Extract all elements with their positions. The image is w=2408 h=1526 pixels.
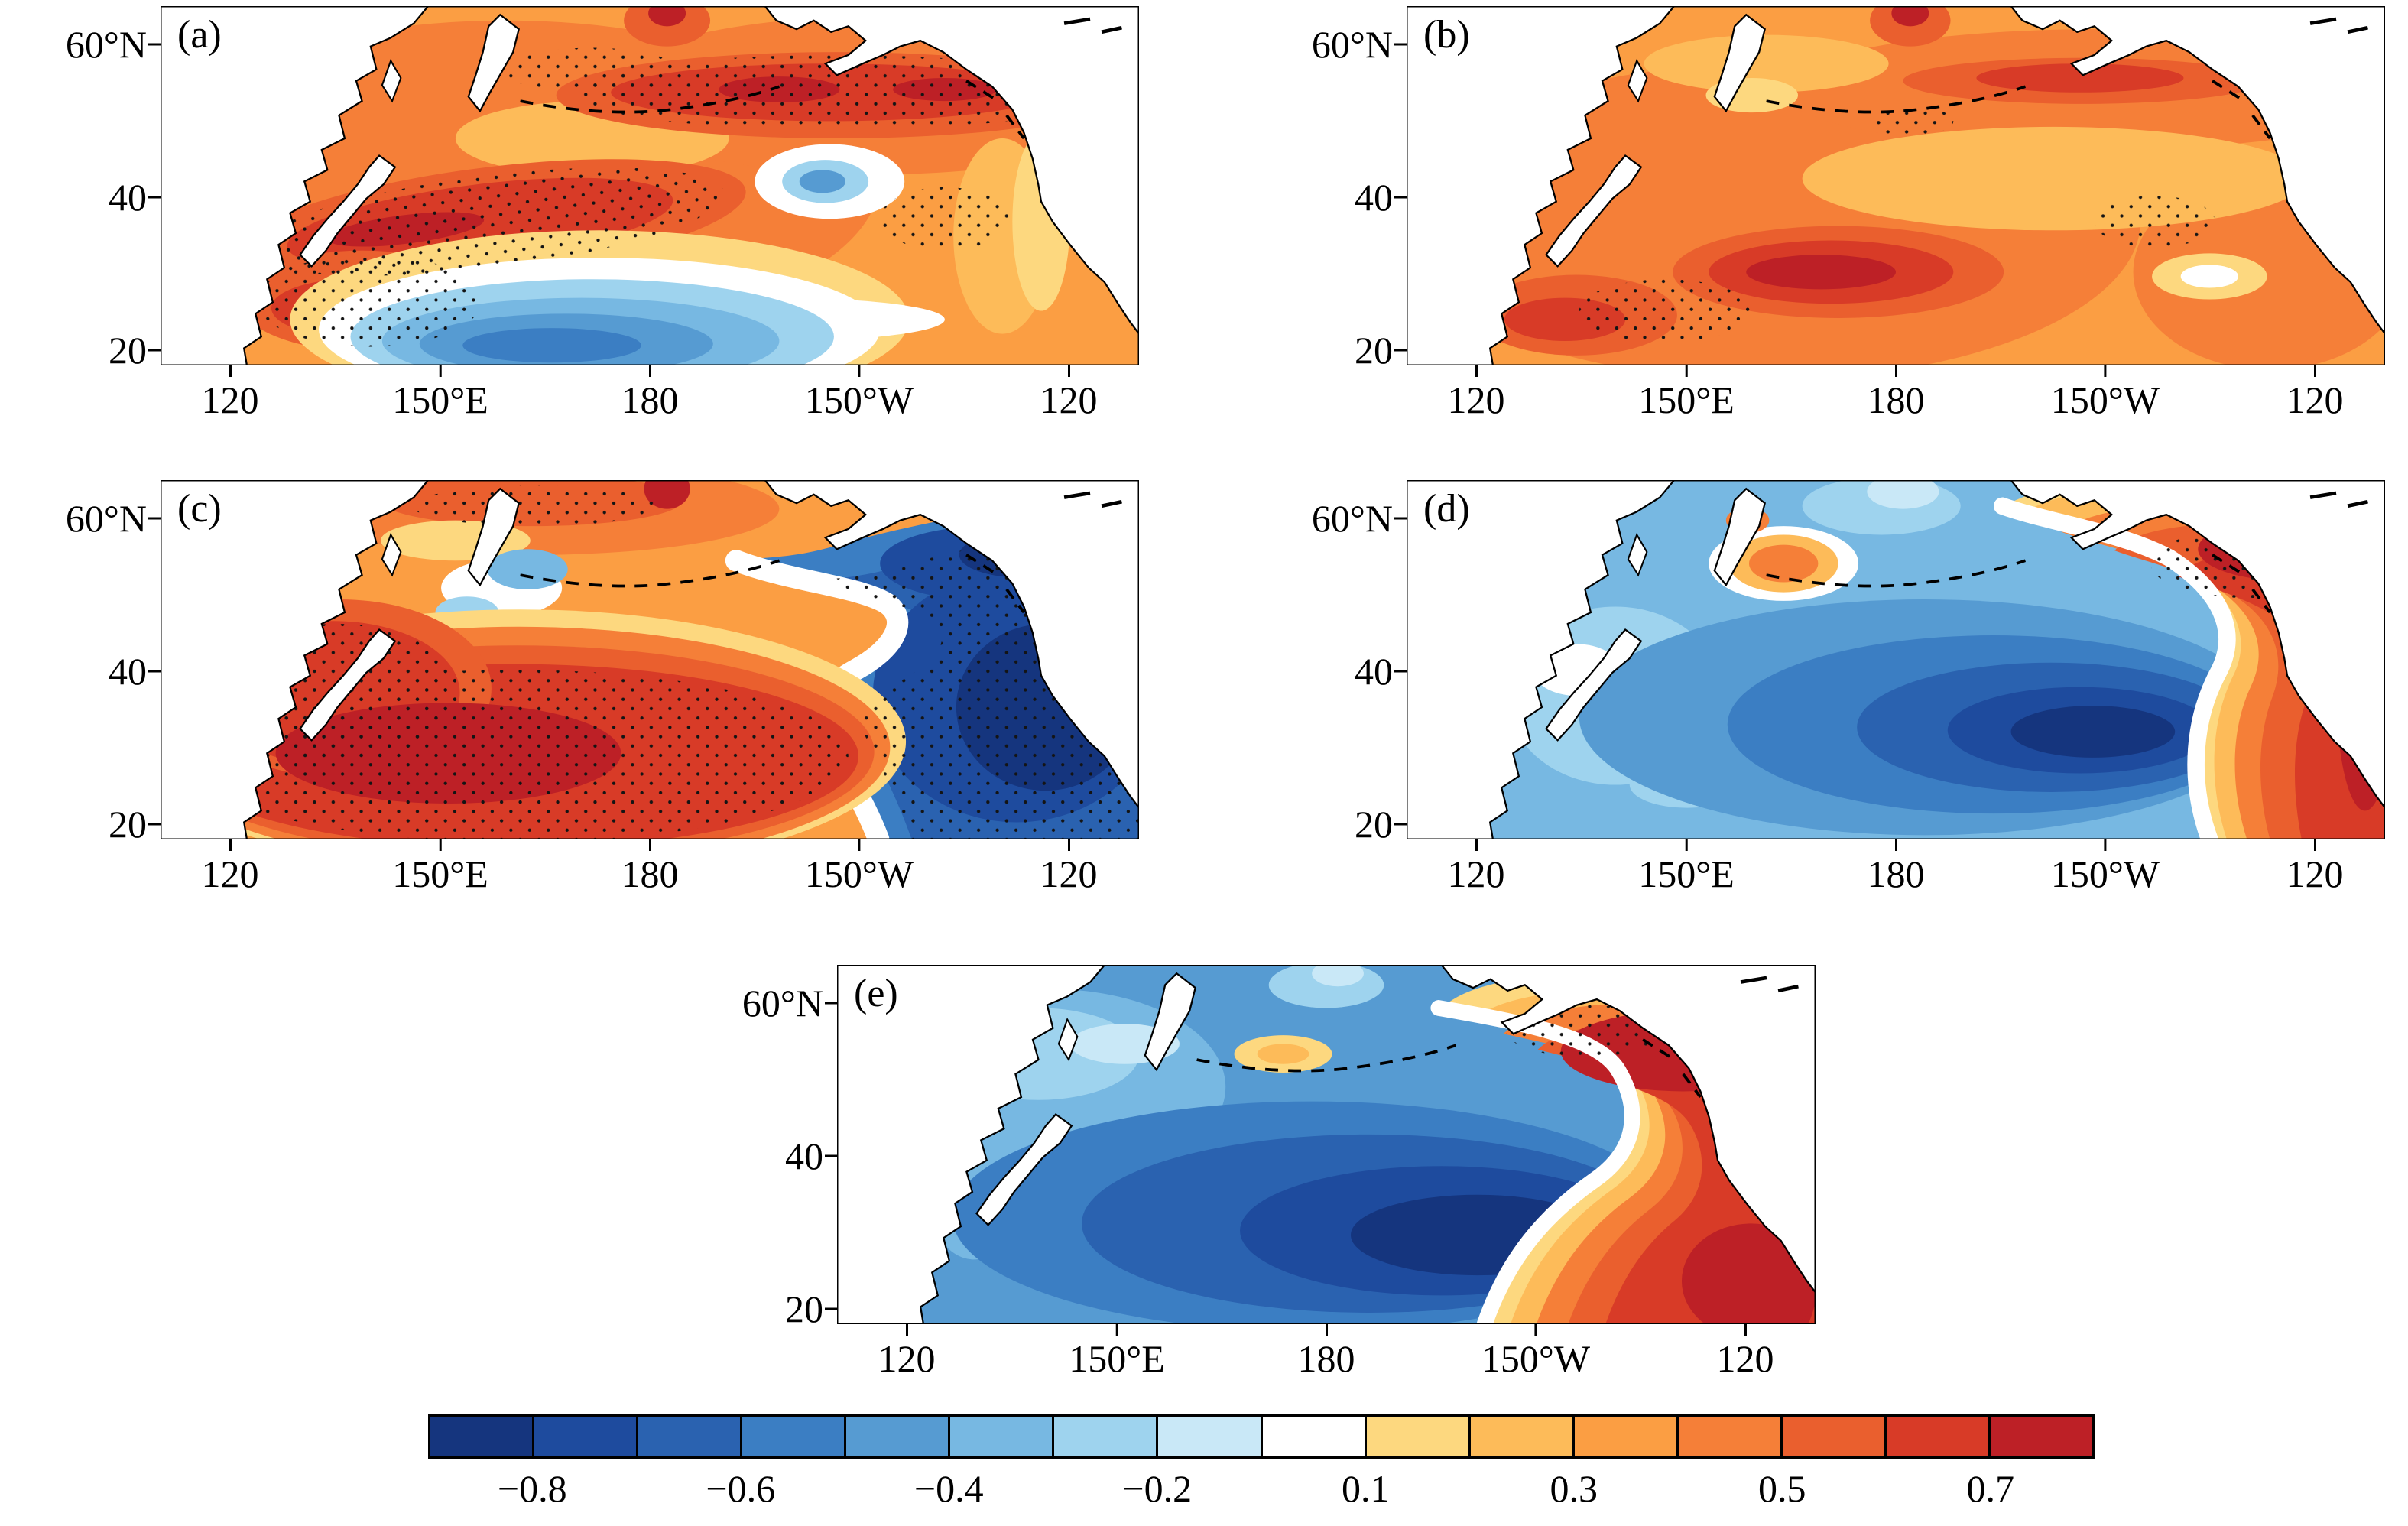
x-tick-label: 150°W (804, 852, 914, 895)
x-tick-label: 150°E (1069, 1337, 1165, 1380)
x-tick-label: 120 (1040, 378, 1098, 421)
colorbar-cell (430, 1417, 533, 1456)
colorbar-tick-label: 0.3 (1550, 1467, 1598, 1510)
x-tick-label: 180 (621, 378, 679, 421)
x-tick-label: 120 (878, 1337, 936, 1380)
y-tick-label: 40 (46, 648, 147, 694)
colorbar-tick-label: −0.2 (1122, 1467, 1193, 1510)
stippling-significant (1579, 78, 2336, 343)
colorbar-cell (1468, 1417, 1572, 1456)
x-tick-label: 150°E (392, 852, 488, 895)
panel-label: (d) (1423, 487, 1470, 531)
x-tick-label: 150°E (392, 378, 488, 421)
x-tick-label: 120 (1716, 1337, 1774, 1380)
colorbar-cell (1260, 1417, 1365, 1456)
x-tick-label: 150°W (1481, 1337, 1591, 1380)
panel-label: (c) (177, 487, 222, 531)
panel-label: (e) (854, 972, 898, 1015)
y-tick-label: 60°N (1292, 21, 1393, 67)
x-tick-label: 120 (1447, 378, 1505, 421)
colorbar-cell (1156, 1417, 1261, 1456)
map-c: (c) (161, 480, 1139, 895)
panel-c: 60°N 40 20 (c) (46, 480, 1147, 908)
colorbar: −0.8 −0.6 −0.4 −0.2 0.1 0.3 0.5 0.7 (428, 1414, 2095, 1512)
stippling-significant (252, 46, 1115, 347)
map-e-svg (837, 965, 1816, 1324)
x-tick-label: 120 (2286, 852, 2344, 895)
map-e: (e) (837, 965, 1816, 1380)
colorbar-cell (1988, 1417, 2092, 1456)
x-tick-label: 150°W (2050, 378, 2160, 421)
y-tick-label: 40 (722, 1133, 823, 1179)
map-b-svg (1407, 6, 2385, 365)
colorbar-cell (1572, 1417, 1676, 1456)
colorbar-tick-label: 0.7 (1966, 1467, 2015, 1510)
x-tick-label: 120 (201, 378, 259, 421)
panel-b: 60°N 40 20 (b) (1292, 6, 2393, 434)
map-d-svg (1407, 480, 2385, 839)
y-tick-label: 40 (1292, 174, 1393, 220)
x-tick-label: 150°E (1638, 378, 1735, 421)
colorbar-cell (740, 1417, 845, 1456)
colorbar-cell (636, 1417, 741, 1456)
colorbar-scale (428, 1414, 2095, 1459)
colorbar-tick-label: 0.5 (1758, 1467, 1806, 1510)
map-b: (b) (1407, 6, 2385, 421)
x-tick-label: 180 (1297, 1337, 1355, 1380)
x-tick-label: 180 (1867, 852, 1925, 895)
colorbar-tick-label: 0.1 (1342, 1467, 1390, 1510)
panel-d: 60°N 40 20 (d) (1292, 480, 2393, 908)
colorbar-cell (844, 1417, 949, 1456)
colorbar-tick-label: −0.8 (497, 1467, 567, 1510)
colorbar-cell (532, 1417, 637, 1456)
x-tick-label: 120 (1447, 852, 1505, 895)
x-tick-label: 150°E (1638, 852, 1735, 895)
panel-e: 60°N 40 20 (e) (722, 965, 1823, 1393)
x-tick-label: 180 (621, 852, 679, 895)
y-tick-label: 60°N (46, 21, 147, 67)
y-tick-label: 40 (1292, 648, 1393, 694)
colorbar-tick-label: −0.6 (706, 1467, 776, 1510)
y-tick-label: 60°N (722, 980, 823, 1026)
x-tick-label: 180 (1867, 378, 1925, 421)
y-tick-label: 20 (1292, 327, 1393, 373)
x-tick-label: 150°W (804, 378, 914, 421)
y-tick-label: 40 (46, 174, 147, 220)
colorbar-cell (948, 1417, 1053, 1456)
stippling-significant (180, 485, 1139, 839)
y-tick-label: 20 (46, 327, 147, 373)
x-tick-label: 150°W (2050, 852, 2160, 895)
colorbar-cell (1052, 1417, 1157, 1456)
colorbar-cell (1884, 1417, 1988, 1456)
map-c-svg (161, 480, 1139, 839)
panel-label: (a) (177, 13, 222, 57)
map-a: (a) (161, 6, 1139, 421)
y-tick-label: 20 (46, 801, 147, 847)
colorbar-cell (1364, 1417, 1468, 1456)
x-tick-label: 120 (201, 852, 259, 895)
map-d: (d) (1407, 480, 2385, 895)
y-tick-label: 60°N (1292, 495, 1393, 541)
x-tick-label: 120 (2286, 378, 2344, 421)
map-a-svg (161, 6, 1139, 365)
y-tick-label: 60°N (46, 495, 147, 541)
colorbar-tick-label: −0.4 (914, 1467, 984, 1510)
x-tick-label: 120 (1040, 852, 1098, 895)
colorbar-cell (1676, 1417, 1780, 1456)
colorbar-cell (1780, 1417, 1884, 1456)
panel-label: (b) (1423, 13, 1470, 57)
y-tick-label: 20 (722, 1286, 823, 1332)
y-tick-label: 20 (1292, 801, 1393, 847)
panel-a: 60°N 40 20 (a) (46, 6, 1147, 434)
colorbar-labels: −0.8 −0.6 −0.4 −0.2 0.1 0.3 0.5 0.7 (428, 1459, 2095, 1512)
